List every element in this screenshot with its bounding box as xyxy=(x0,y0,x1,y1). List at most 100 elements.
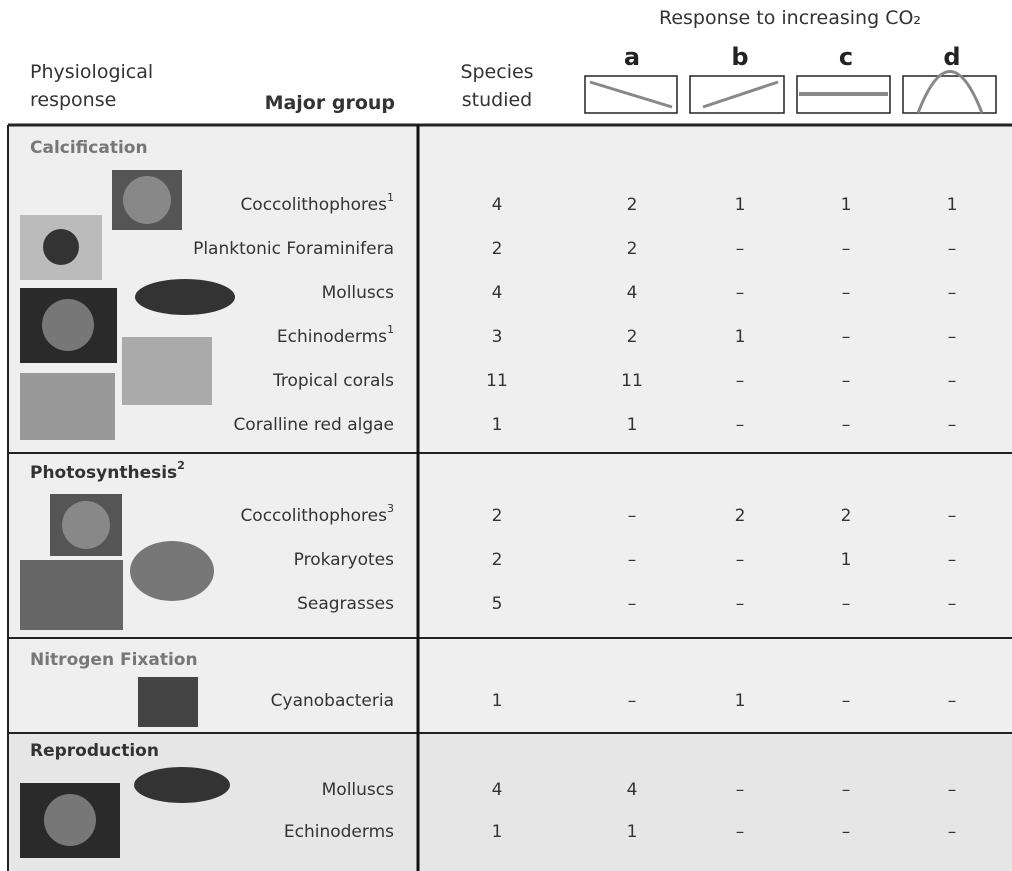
col-header: Response to increasing CO₂ xyxy=(658,7,922,29)
species-count: 2 xyxy=(492,506,503,526)
species-count: 4 xyxy=(492,780,503,800)
response-count: – xyxy=(948,550,957,570)
response-count: – xyxy=(842,283,851,303)
response-count: – xyxy=(948,594,957,614)
group-name: Molluscs xyxy=(322,283,394,303)
group-name: Molluscs xyxy=(322,780,394,800)
response-count: – xyxy=(842,594,851,614)
photo xyxy=(44,794,96,846)
response-letter: c xyxy=(839,43,853,71)
response-count: – xyxy=(948,822,957,842)
response-count: 1 xyxy=(841,550,852,570)
major-group: Cyanobacteria xyxy=(271,691,394,711)
response-letter: d xyxy=(943,43,960,71)
response-count: 1 xyxy=(627,415,638,435)
response-count: – xyxy=(736,283,745,303)
major-group: Coralline red algae xyxy=(233,415,394,435)
section-name: Nitrogen Fixation xyxy=(30,650,198,670)
response-letter: b xyxy=(731,43,748,71)
response-letter: a xyxy=(624,43,640,71)
major-group: Coccolithophores3 xyxy=(240,502,394,526)
icon-line xyxy=(916,70,984,114)
group-name: Seagrasses xyxy=(297,594,394,614)
footnote-mark: 1 xyxy=(387,191,394,204)
photo xyxy=(42,299,94,351)
icon-box xyxy=(796,75,891,114)
col-header: Major group xyxy=(264,92,395,114)
group-name: Tropical corals xyxy=(272,371,394,391)
response-count: – xyxy=(842,822,851,842)
response-count: – xyxy=(948,780,957,800)
species-count: 11 xyxy=(486,371,508,391)
section-name: Reproduction xyxy=(30,741,159,761)
col-header: Physiological response xyxy=(30,61,154,111)
photo xyxy=(122,337,212,405)
icon-line xyxy=(589,80,673,109)
species-count: 2 xyxy=(492,239,503,259)
response-count: – xyxy=(948,691,957,711)
major-group: Prokaryotes xyxy=(294,550,395,570)
response-count: – xyxy=(842,327,851,347)
response-count: – xyxy=(842,780,851,800)
icon-box xyxy=(689,75,785,114)
response-count: – xyxy=(842,239,851,259)
response-count: – xyxy=(736,371,745,391)
section-title: Calcification xyxy=(30,138,148,158)
photo xyxy=(135,279,235,315)
response-count: – xyxy=(628,594,637,614)
response-count: – xyxy=(628,691,637,711)
group-name: Prokaryotes xyxy=(294,550,395,570)
group-name: Coccolithophores xyxy=(240,195,387,215)
group-name: Cyanobacteria xyxy=(271,691,394,711)
response-count: 1 xyxy=(947,195,958,215)
species-count: 3 xyxy=(492,327,503,347)
group-name: Echinoderms xyxy=(284,822,394,842)
response-count: – xyxy=(628,506,637,526)
icon-box xyxy=(902,75,997,114)
group-name: Coralline red algae xyxy=(233,415,394,435)
icon-line xyxy=(702,80,779,109)
response-count: – xyxy=(736,239,745,259)
response-count: 2 xyxy=(627,195,638,215)
response-count: 2 xyxy=(627,327,638,347)
photo xyxy=(43,229,79,265)
section-title: Reproduction xyxy=(30,741,159,761)
response-count: 11 xyxy=(621,371,643,391)
major-group: Coccolithophores1 xyxy=(240,191,394,215)
response-count: – xyxy=(948,506,957,526)
species-count: 2 xyxy=(492,550,503,570)
response-count: 1 xyxy=(735,195,746,215)
col-header: Species studied xyxy=(460,61,534,111)
response-count: 2 xyxy=(841,506,852,526)
species-count: 5 xyxy=(492,594,503,614)
response-count: – xyxy=(628,550,637,570)
major-group: Seagrasses xyxy=(297,594,394,614)
species-count: 1 xyxy=(492,415,503,435)
footnote-mark: 3 xyxy=(387,502,394,515)
response-count: – xyxy=(948,371,957,391)
response-count: 1 xyxy=(841,195,852,215)
response-count: 1 xyxy=(735,691,746,711)
icon-box xyxy=(584,75,678,114)
response-count: – xyxy=(948,283,957,303)
response-count: – xyxy=(948,239,957,259)
section-name: Photosynthesis xyxy=(30,463,177,483)
photo xyxy=(130,541,214,601)
footnote-mark: 2 xyxy=(177,459,185,472)
response-count: – xyxy=(736,550,745,570)
group-name: Echinoderms xyxy=(277,327,387,347)
response-count: – xyxy=(736,780,745,800)
photo xyxy=(138,677,198,727)
section-title: Photosynthesis2 xyxy=(30,459,185,483)
photo xyxy=(134,767,230,803)
response-count: – xyxy=(948,327,957,347)
section-name: Calcification xyxy=(30,138,148,158)
group-name: Coccolithophores xyxy=(240,506,387,526)
species-count: 1 xyxy=(492,822,503,842)
major-group: Echinoderms1 xyxy=(277,323,394,347)
response-count: 2 xyxy=(627,239,638,259)
response-icons xyxy=(584,70,997,114)
photos xyxy=(20,170,235,858)
